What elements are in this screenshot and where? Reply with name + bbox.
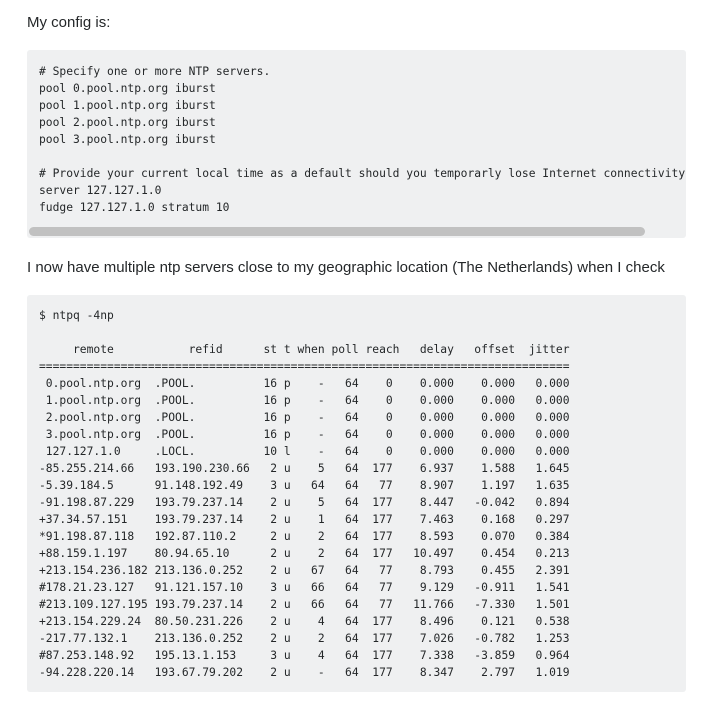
peer-row: -217.77.132.1 213.136.0.252 2 u 2 64 177… (39, 632, 570, 645)
peer-row: +213.154.236.182 213.136.0.252 2 u 67 64… (39, 564, 570, 577)
config-line: pool 1.pool.ntp.org iburst (39, 99, 216, 112)
ntpq-output-block[interactable]: $ ntpq -4np remote refid st t when poll … (27, 295, 686, 692)
ntpq-command: $ ntpq -4np (39, 309, 114, 322)
ntpq-output: $ ntpq -4np remote refid st t when poll … (39, 307, 570, 681)
peer-row: +37.34.57.151 193.79.237.14 2 u 1 64 177… (39, 513, 570, 526)
peer-row: -5.39.184.5 91.148.192.49 3 u 64 64 77 8… (39, 479, 570, 492)
horizontal-scrollbar[interactable] (27, 226, 686, 238)
peer-row: #87.253.148.92 195.13.1.153 3 u 4 64 177… (39, 649, 570, 662)
peer-row: #213.109.127.195 193.79.237.14 2 u 66 64… (39, 598, 570, 611)
peer-row: 127.127.1.0 .LOCL. 10 l - 64 0 0.000 0.0… (39, 445, 570, 458)
peer-row: 0.pool.ntp.org .POOL. 16 p - 64 0 0.000 … (39, 377, 570, 390)
peer-row: #178.21.23.127 91.121.157.10 3 u 66 64 7… (39, 581, 570, 594)
peer-row: +213.154.229.24 80.50.231.226 2 u 4 64 1… (39, 615, 570, 628)
ntpq-header: remote refid st t when poll reach delay … (39, 343, 570, 356)
peer-row: 3.pool.ntp.org .POOL. 16 p - 64 0 0.000 … (39, 428, 570, 441)
config-line: pool 0.pool.ntp.org iburst (39, 82, 216, 95)
intro-paragraph: My config is: (27, 14, 111, 31)
peer-row: 2.pool.ntp.org .POOL. 16 p - 64 0 0.000 … (39, 411, 570, 424)
ntpq-separator: ========================================… (39, 360, 570, 373)
config-line: server 127.127.1.0 (39, 184, 162, 197)
peer-row: *91.198.87.118 192.87.110.2 2 u 2 64 177… (39, 530, 570, 543)
config-line: pool 3.pool.ntp.org iburst (39, 133, 216, 146)
config-line: # Provide your current local time as a d… (39, 167, 686, 180)
config-line: # Specify one or more NTP servers. (39, 65, 271, 78)
config-code: # Specify one or more NTP servers. pool … (39, 63, 685, 216)
peer-row: 1.pool.ntp.org .POOL. 16 p - 64 0 0.000 … (39, 394, 570, 407)
peer-row: -91.198.87.229 193.79.237.14 2 u 5 64 17… (39, 496, 570, 509)
check-paragraph: I now have multiple ntp servers close to… (27, 259, 665, 276)
config-code-block[interactable]: # Specify one or more NTP servers. pool … (27, 50, 686, 238)
peer-row: -94.228.220.14 193.67.79.202 2 u - 64 17… (39, 666, 570, 679)
peer-row: -85.255.214.66 193.190.230.66 2 u 5 64 1… (39, 462, 570, 475)
scrollbar-thumb[interactable] (29, 227, 645, 236)
config-line: pool 2.pool.ntp.org iburst (39, 116, 216, 129)
peer-row: +88.159.1.197 80.94.65.10 2 u 2 64 177 1… (39, 547, 570, 560)
config-line: fudge 127.127.1.0 stratum 10 (39, 201, 230, 214)
